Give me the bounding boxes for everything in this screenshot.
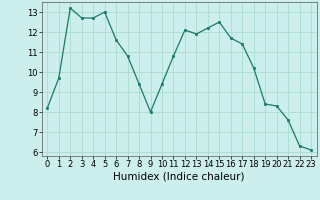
X-axis label: Humidex (Indice chaleur): Humidex (Indice chaleur) [114,172,245,182]
